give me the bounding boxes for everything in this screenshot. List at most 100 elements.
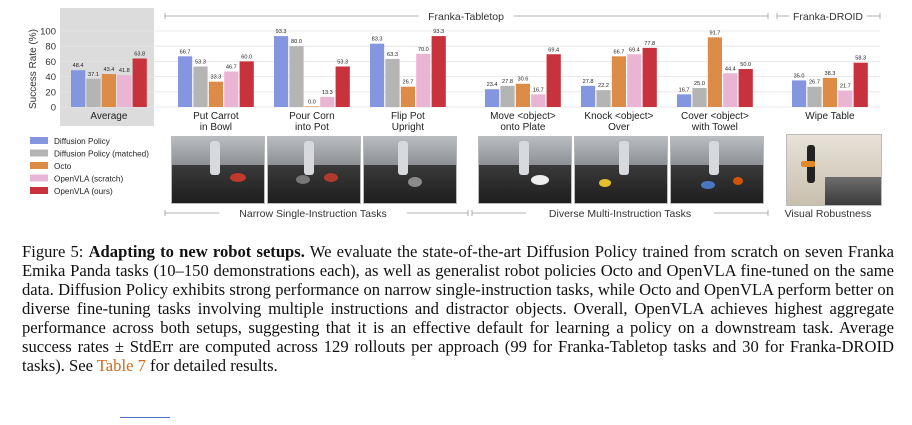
bar <box>224 71 239 107</box>
task-photo-flip-pot <box>363 136 457 204</box>
bar-value-label: 44.4 <box>725 66 736 72</box>
bar <box>707 37 722 107</box>
bar-value-label: 13.3 <box>322 90 333 96</box>
legend-label: OpenVLA (ours) <box>54 187 113 196</box>
bar <box>596 90 611 107</box>
y-tick-label: 60 <box>45 57 56 68</box>
bar-value-label: 53.3 <box>195 59 206 65</box>
bars <box>71 36 868 108</box>
bar <box>723 73 738 107</box>
group-visual-robustness-label-bg <box>774 206 882 219</box>
bar-value-label: 66.7 <box>180 49 191 55</box>
bar <box>515 83 530 107</box>
caption-label: Figure 5: <box>22 242 89 261</box>
bar <box>792 80 807 107</box>
bar <box>500 85 515 107</box>
caption-title: Adapting to new robot setups. <box>88 242 305 261</box>
bar-value-label: 38.3 <box>824 71 835 77</box>
bar-value-label: 60.0 <box>241 54 252 60</box>
bar <box>208 81 223 107</box>
bar-value-label: 77.8 <box>644 41 655 47</box>
bar-value-label: 69.4 <box>629 47 640 53</box>
bar-value-labels: 48.4 37.1 43.4 41.8 63.8 66.7 53.3 33.3 46.7 60.0… <box>73 29 866 105</box>
bar-value-label: 53.3 <box>337 59 348 65</box>
bar-value-label: 22.2 <box>598 83 609 89</box>
x-tick-label: in Bowl <box>200 122 232 133</box>
group-brackets: Franka-Tabletop Franka-DROID Narrow Single… <box>164 9 882 220</box>
x-tick-label: into Pot <box>295 122 329 133</box>
group-diverse-multi-label: Diverse Multi-Instruction Tasks <box>549 208 691 220</box>
x-tick-label: Knock <object> <box>584 111 653 122</box>
bar-value-label: 33.3 <box>210 75 221 81</box>
bar <box>101 74 116 107</box>
bar-value-label: 63.3 <box>387 52 398 58</box>
bar <box>193 66 208 107</box>
figure-caption: Figure 5: Adapting to new robot setups. … <box>22 242 894 375</box>
bar <box>611 56 626 107</box>
bar-value-label: 25.0 <box>694 81 705 87</box>
table-reference-link[interactable]: Table 7 <box>96 356 146 375</box>
legend-label: Diffusion Policy (matched) <box>54 150 149 159</box>
bar <box>132 58 147 107</box>
x-tick-label: Move <object> <box>490 111 556 122</box>
bar-value-label: 26.7 <box>402 80 413 86</box>
bar <box>431 36 446 108</box>
bar-value-label: 66.7 <box>613 49 624 55</box>
bar-value-label: 50.0 <box>740 62 751 68</box>
bar <box>71 70 86 107</box>
bar <box>546 54 561 107</box>
bar <box>304 106 319 107</box>
bar-value-label: 46.7 <box>226 65 237 71</box>
bar <box>320 96 335 107</box>
bar-value-label: 69.4 <box>548 47 559 53</box>
bar <box>738 69 753 107</box>
bar-value-label: 23.4 <box>487 82 498 88</box>
task-photo-move-object <box>478 136 572 204</box>
bar <box>239 61 254 107</box>
bar <box>838 90 853 107</box>
bar <box>807 86 822 107</box>
bar-value-label: 58.3 <box>855 56 866 62</box>
reference-link-underline <box>120 417 170 418</box>
legend: Diffusion Policy Diffusion Policy (matche… <box>30 137 149 196</box>
bar <box>178 56 193 107</box>
y-tick-label: 20 <box>45 87 56 98</box>
bar-value-label: 70.0 <box>418 47 429 53</box>
bar <box>289 46 304 107</box>
group-franka-droid-label-bg <box>789 9 867 22</box>
task-photo-put-carrot <box>171 136 265 204</box>
bar-value-label: 37.1 <box>88 72 99 78</box>
bar <box>853 62 868 107</box>
bar <box>117 75 132 107</box>
success-rate-chart: 48.4 37.1 43.4 41.8 63.8 66.7 53.3 33.3 46.7 60.0… <box>28 8 882 220</box>
bar-value-label: 41.8 <box>119 68 130 74</box>
bar-value-label: 16.7 <box>679 87 690 93</box>
bar-value-label: 16.7 <box>533 87 544 93</box>
bar-value-label: 26.7 <box>809 80 820 86</box>
bar <box>370 43 385 107</box>
bar-value-label: 93.3 <box>433 29 444 35</box>
bar <box>416 53 431 107</box>
x-tick-label: Cover <object> <box>681 111 749 122</box>
group-visual-robustness-label: Visual Robustness <box>785 208 872 220</box>
group-narrow-single-label: Narrow Single-Instruction Tasks <box>239 208 386 220</box>
x-tick-label: Put Carrot <box>193 111 239 122</box>
bar-value-label: 63.8 <box>134 52 145 58</box>
group-franka-tabletop-label: Franka-Tabletop <box>428 11 504 23</box>
bar-value-label: 80.0 <box>291 39 302 45</box>
bar <box>385 58 400 107</box>
task-photo-knock-object <box>574 136 668 204</box>
bar <box>822 77 837 107</box>
bar-value-label: 91.7 <box>709 30 720 36</box>
x-tick-label: Pour Corn <box>289 111 335 122</box>
bar-value-label: 30.6 <box>517 77 528 83</box>
legend-label: OpenVLA (scratch) <box>54 175 123 184</box>
group-diverse-multi-label-bg <box>526 206 714 219</box>
bar-value-label: 93.3 <box>276 29 287 35</box>
bar <box>274 36 289 108</box>
y-tick-label: 100 <box>40 27 56 38</box>
legend-swatch <box>30 149 48 157</box>
bar-value-label: 27.8 <box>502 79 513 85</box>
